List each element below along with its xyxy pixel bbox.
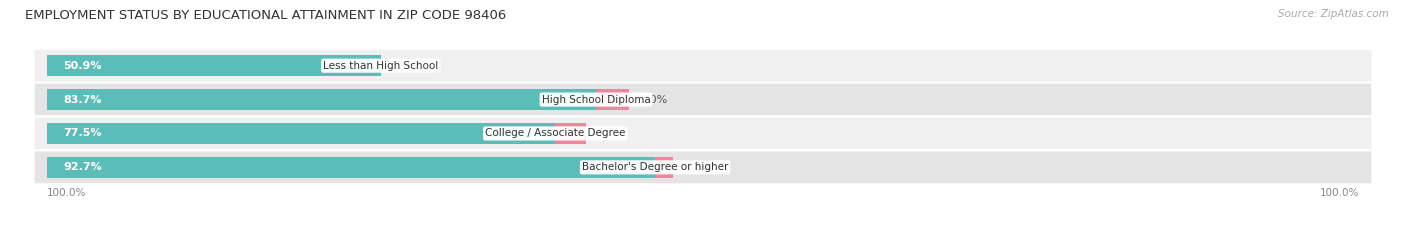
Text: Less than High School: Less than High School <box>323 61 439 71</box>
Bar <box>655 157 673 178</box>
Text: EMPLOYMENT STATUS BY EDUCATIONAL ATTAINMENT IN ZIP CODE 98406: EMPLOYMENT STATUS BY EDUCATIONAL ATTAINM… <box>25 9 506 22</box>
Text: 2.8%: 2.8% <box>683 162 711 172</box>
Text: 0.0%: 0.0% <box>391 61 419 71</box>
Text: High School Diploma: High School Diploma <box>541 95 651 105</box>
FancyBboxPatch shape <box>34 150 1372 184</box>
Bar <box>46 89 596 110</box>
Text: Bachelor's Degree or higher: Bachelor's Degree or higher <box>582 162 728 172</box>
Text: 100.0%: 100.0% <box>46 188 86 198</box>
Text: 83.7%: 83.7% <box>63 95 101 105</box>
Bar <box>46 157 655 178</box>
Text: 4.7%: 4.7% <box>596 128 624 138</box>
FancyBboxPatch shape <box>34 116 1372 150</box>
Text: College / Associate Degree: College / Associate Degree <box>485 128 626 138</box>
Bar <box>596 89 628 110</box>
Text: 5.0%: 5.0% <box>638 95 666 105</box>
Text: 50.9%: 50.9% <box>63 61 101 71</box>
Bar <box>555 123 586 144</box>
Bar <box>46 55 381 76</box>
Text: Source: ZipAtlas.com: Source: ZipAtlas.com <box>1278 9 1389 19</box>
Bar <box>46 123 555 144</box>
FancyBboxPatch shape <box>34 49 1372 83</box>
Text: 100.0%: 100.0% <box>1320 188 1360 198</box>
Text: 92.7%: 92.7% <box>63 162 103 172</box>
FancyBboxPatch shape <box>34 83 1372 116</box>
Text: 77.5%: 77.5% <box>63 128 101 138</box>
